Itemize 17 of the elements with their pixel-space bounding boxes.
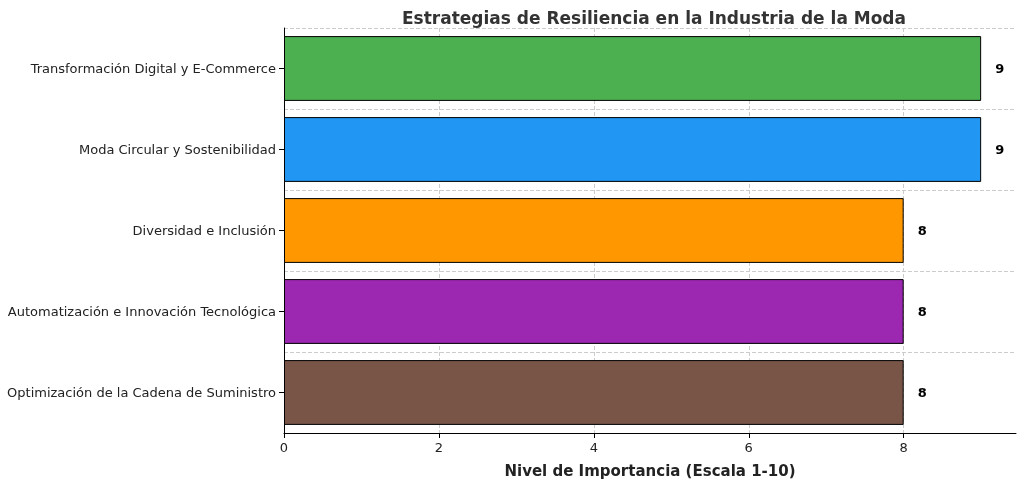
y-tick-label: Automatización e Innovación Tecnológica xyxy=(7,304,276,319)
x-axis-title: Nivel de Importancia (Escala 1-10) xyxy=(504,461,796,480)
data-label: 8 xyxy=(917,304,927,319)
y-tick-label: Moda Circular y Sostenibilidad xyxy=(78,142,276,157)
y-tick-label: Optimización de la Cadena de Suministro xyxy=(7,385,277,400)
data-label: 9 xyxy=(995,61,1005,76)
data-label: 8 xyxy=(917,223,927,238)
x-tick-label: 0 xyxy=(279,440,289,455)
x-tick-label: 8 xyxy=(899,440,908,455)
x-tick-label: 4 xyxy=(589,440,598,455)
x-tick-label: 6 xyxy=(744,440,753,455)
y-tick-label: Transformación Digital y E-Commerce xyxy=(29,61,276,76)
data-label: 8 xyxy=(917,385,927,400)
y-tick-label: Diversidad e Inclusión xyxy=(132,223,276,238)
x-tick-label: 2 xyxy=(434,440,444,455)
data-label: 9 xyxy=(995,142,1005,157)
chart-title: Estrategias de Resiliencia en la Industria de la Moda xyxy=(401,7,907,28)
